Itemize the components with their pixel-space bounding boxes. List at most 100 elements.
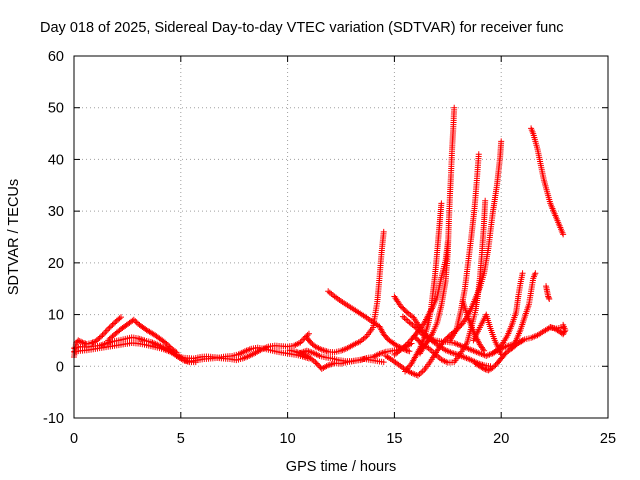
data-point <box>498 351 505 358</box>
data-point <box>547 323 554 330</box>
data-point <box>100 330 107 337</box>
data-point <box>414 336 421 343</box>
data-point <box>482 197 489 204</box>
data-point <box>560 231 567 238</box>
series-track-14 <box>402 200 445 375</box>
x-tick-label: 25 <box>600 431 616 447</box>
data-point <box>80 340 87 347</box>
data-point <box>393 342 400 349</box>
x-axis-label: GPS time / hours <box>286 459 396 475</box>
data-point <box>305 330 312 337</box>
data-point <box>98 333 105 340</box>
data-point <box>105 326 112 333</box>
data-point <box>519 337 526 344</box>
data-point <box>550 325 557 332</box>
data-point <box>95 336 102 343</box>
y-tick-label: 20 <box>48 256 64 272</box>
data-point <box>479 365 486 372</box>
data-point <box>412 324 419 331</box>
data-point <box>89 339 96 346</box>
data-point <box>314 361 321 368</box>
data-point <box>312 359 319 366</box>
series-track-23 <box>528 125 567 238</box>
series-track-22 <box>508 270 539 352</box>
x-tick-label: 20 <box>493 431 509 447</box>
data-point <box>415 327 422 334</box>
data-point <box>88 340 95 347</box>
y-tick-label: 10 <box>48 308 64 324</box>
x-tick-label: 0 <box>70 431 78 447</box>
data-point <box>117 314 124 321</box>
data-point <box>96 334 103 341</box>
series-track-21 <box>489 270 526 357</box>
data-point <box>546 296 553 303</box>
data-points <box>71 104 569 379</box>
data-point <box>416 338 423 345</box>
data-point <box>499 340 506 347</box>
series-track-04 <box>182 330 312 365</box>
data-point <box>481 365 488 372</box>
series-track-03 <box>105 316 180 356</box>
data-point <box>412 334 419 341</box>
x-tick-label: 10 <box>280 431 296 447</box>
data-point <box>518 338 525 345</box>
data-point <box>75 337 82 344</box>
series-track-13 <box>417 104 458 357</box>
data-point <box>519 270 526 277</box>
data-point <box>545 294 552 301</box>
data-point <box>110 320 117 327</box>
data-point <box>109 321 116 328</box>
data-point <box>402 308 409 315</box>
series-track-07 <box>303 228 387 356</box>
data-point <box>108 323 115 330</box>
series-track-08 <box>286 340 415 372</box>
series-track-09 <box>325 288 413 355</box>
data-point <box>491 363 498 370</box>
data-point <box>112 319 119 326</box>
data-point <box>102 329 109 336</box>
data-point <box>475 151 482 158</box>
y-tick-label: 60 <box>48 49 64 65</box>
data-point <box>416 328 423 335</box>
data-point <box>106 336 113 343</box>
data-point <box>414 325 421 332</box>
y-tick-label: 50 <box>48 101 64 117</box>
data-point <box>310 342 317 349</box>
series-track-02 <box>71 314 124 360</box>
data-point <box>560 331 567 338</box>
data-point <box>130 316 137 323</box>
data-point <box>164 342 171 349</box>
data-point <box>458 321 465 328</box>
y-tick-label: 30 <box>48 204 64 220</box>
data-point <box>163 340 170 347</box>
data-point <box>451 104 458 111</box>
data-point <box>116 315 123 322</box>
data-point <box>79 339 86 346</box>
data-point <box>560 329 567 336</box>
data-point <box>132 318 139 325</box>
data-point <box>415 337 422 344</box>
grid-lines <box>74 56 608 418</box>
y-tick-label: 40 <box>48 152 64 168</box>
data-point <box>481 347 488 354</box>
data-point <box>545 293 552 300</box>
series-track-25 <box>547 321 569 338</box>
axis-ticks: 0 5 10 15 20 25 -10 0 10 20 30 40 50 60 <box>43 49 616 447</box>
data-point <box>498 138 505 145</box>
data-point <box>173 349 180 356</box>
data-point <box>78 338 85 345</box>
data-point <box>394 343 401 350</box>
x-tick-label: 15 <box>386 431 402 447</box>
data-point <box>548 324 555 331</box>
series-track-01 <box>71 340 186 362</box>
data-point <box>313 360 320 367</box>
data-point <box>105 337 112 344</box>
data-point <box>438 200 445 207</box>
data-point <box>560 321 567 328</box>
y-axis-label: SDTVAR / TECUs <box>6 179 22 295</box>
y-tick-label: -10 <box>43 411 64 427</box>
data-point <box>489 364 496 371</box>
data-point <box>532 270 539 277</box>
data-point <box>403 347 410 354</box>
